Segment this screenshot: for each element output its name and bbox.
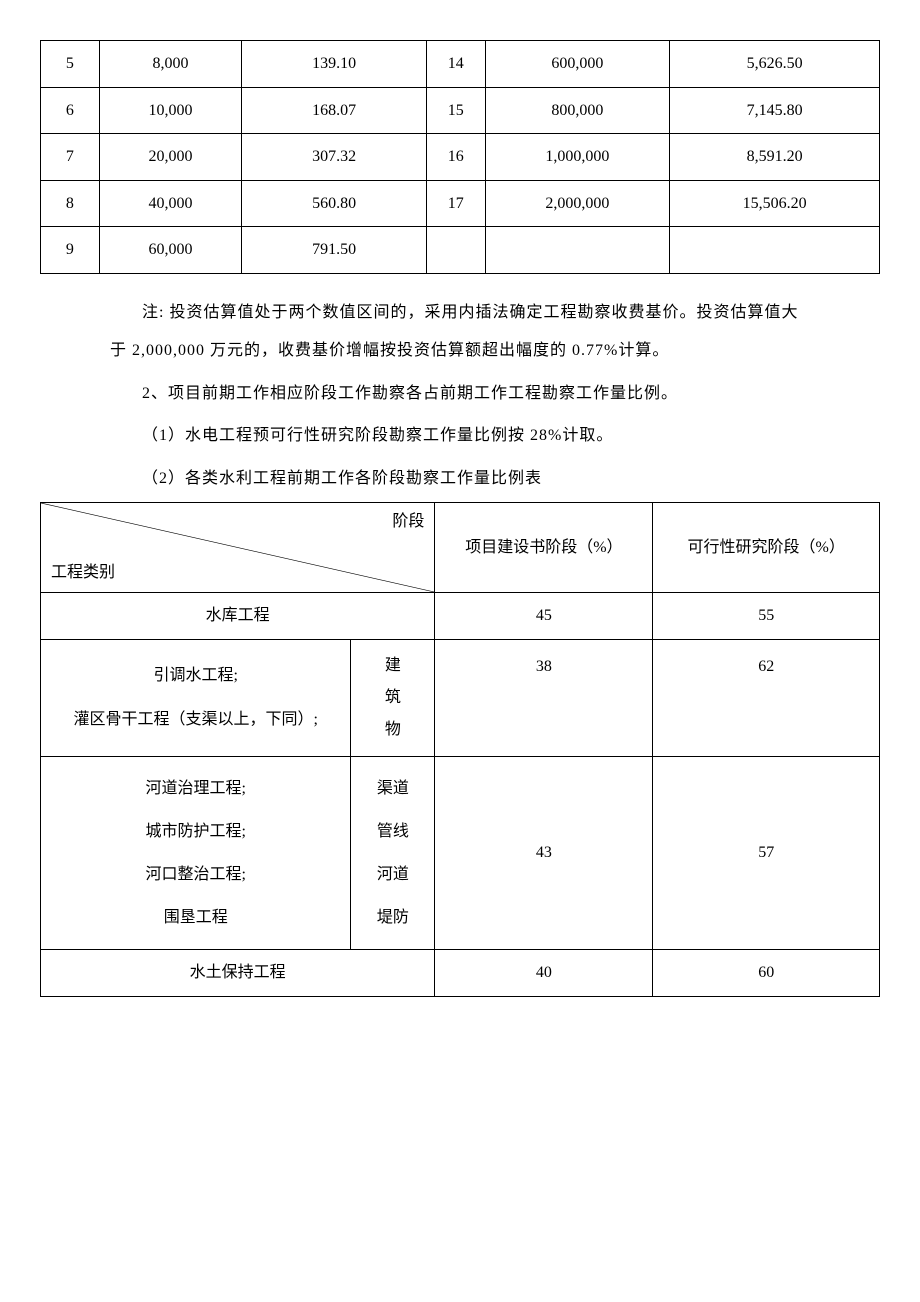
data-cell: 8,591.20 xyxy=(670,134,880,181)
category-cell: 水土保持工程 xyxy=(41,950,435,997)
data-cell: 16 xyxy=(426,134,485,181)
paragraph-2-2: （2）各类水利工程前期工作各阶段勘察工作量比例表 xyxy=(110,460,810,498)
value-cell: 57 xyxy=(653,756,880,950)
diagonal-header: 阶段 工程类别 xyxy=(41,502,435,592)
data-cell: 14 xyxy=(426,41,485,88)
table-row: 水库工程 45 55 xyxy=(41,592,880,639)
sub-cell: 建筑物 xyxy=(351,639,435,756)
table-row: 水土保持工程 40 60 xyxy=(41,950,880,997)
data-cell: 307.32 xyxy=(242,134,427,181)
data-cell xyxy=(485,227,670,274)
data-cell: 8 xyxy=(41,180,100,227)
header-category: 工程类别 xyxy=(51,560,115,586)
sub-cell: 渠道 管线 河道 堤防 xyxy=(351,756,435,950)
paragraph-2: 2、项目前期工作相应阶段工作勘察各占前期工作工程勘察工作量比例。 xyxy=(110,375,810,413)
data-cell: 2,000,000 xyxy=(485,180,670,227)
header-col2: 项目建设书阶段（%） xyxy=(435,502,653,592)
value-cell: 45 xyxy=(435,592,653,639)
value-cell: 62 xyxy=(653,639,880,756)
table-row: 610,000168.0715800,0007,145.80 xyxy=(41,87,880,134)
data-cell: 7,145.80 xyxy=(670,87,880,134)
table-row: 引调水工程; 灌区骨干工程（支渠以上，下同）; 建筑物 38 62 xyxy=(41,639,880,756)
category-cell: 引调水工程; 灌区骨干工程（支渠以上，下同）; xyxy=(41,639,351,756)
header-col3: 可行性研究阶段（%） xyxy=(653,502,880,592)
header-stage: 阶段 xyxy=(392,509,424,535)
investment-fee-table: 58,000139.1014600,0005,626.50610,000168.… xyxy=(40,40,880,274)
value-cell: 40 xyxy=(435,950,653,997)
data-cell: 7 xyxy=(41,134,100,181)
workload-proportion-table: 阶段 工程类别 项目建设书阶段（%） 可行性研究阶段（%） 水库工程 45 55… xyxy=(40,502,880,997)
data-cell: 5,626.50 xyxy=(670,41,880,88)
category-cell: 河道治理工程; 城市防护工程; 河口整治工程; 围垦工程 xyxy=(41,756,351,950)
data-cell: 40,000 xyxy=(99,180,242,227)
data-cell: 20,000 xyxy=(99,134,242,181)
table-row: 960,000791.50 xyxy=(41,227,880,274)
value-cell: 60 xyxy=(653,950,880,997)
table-row: 720,000307.32161,000,0008,591.20 xyxy=(41,134,880,181)
data-cell: 60,000 xyxy=(99,227,242,274)
category-cell: 水库工程 xyxy=(41,592,435,639)
data-cell: 139.10 xyxy=(242,41,427,88)
data-cell: 9 xyxy=(41,227,100,274)
data-cell: 560.80 xyxy=(242,180,427,227)
data-cell: 600,000 xyxy=(485,41,670,88)
data-cell: 168.07 xyxy=(242,87,427,134)
data-cell: 791.50 xyxy=(242,227,427,274)
data-cell: 10,000 xyxy=(99,87,242,134)
table-row: 河道治理工程; 城市防护工程; 河口整治工程; 围垦工程 渠道 管线 河道 堤防… xyxy=(41,756,880,950)
data-cell: 6 xyxy=(41,87,100,134)
data-cell: 8,000 xyxy=(99,41,242,88)
value-cell: 38 xyxy=(435,639,653,756)
data-cell: 1,000,000 xyxy=(485,134,670,181)
value-cell: 43 xyxy=(435,756,653,950)
data-cell: 15 xyxy=(426,87,485,134)
paragraph-2-1: （1）水电工程预可行性研究阶段勘察工作量比例按 28%计取。 xyxy=(110,417,810,455)
notes-section: 注: 投资估算值处于两个数值区间的，采用内插法确定工程勘察收费基价。投资估算值大… xyxy=(40,294,880,498)
table-row: 840,000560.80172,000,00015,506.20 xyxy=(41,180,880,227)
value-cell: 55 xyxy=(653,592,880,639)
data-cell xyxy=(426,227,485,274)
data-cell: 15,506.20 xyxy=(670,180,880,227)
data-cell: 17 xyxy=(426,180,485,227)
data-cell: 5 xyxy=(41,41,100,88)
note-text: 注: 投资估算值处于两个数值区间的，采用内插法确定工程勘察收费基价。投资估算值大… xyxy=(110,294,810,371)
table-row: 58,000139.1014600,0005,626.50 xyxy=(41,41,880,88)
data-cell: 800,000 xyxy=(485,87,670,134)
data-cell xyxy=(670,227,880,274)
